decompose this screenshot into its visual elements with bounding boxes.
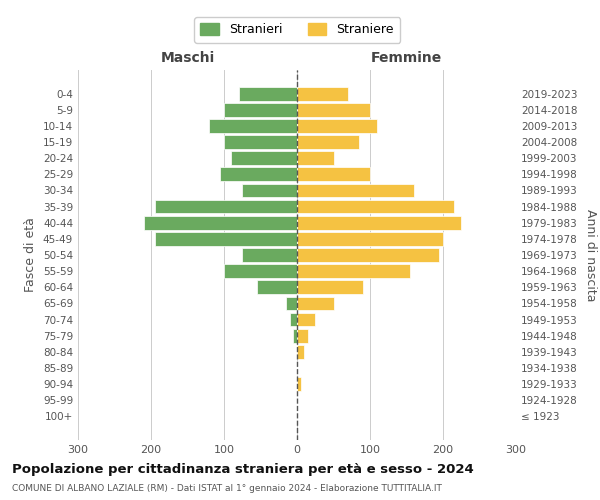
Bar: [155, 200, 297, 213]
Bar: [239, 87, 297, 101]
Bar: [220, 168, 297, 181]
Bar: [297, 152, 334, 165]
Bar: [290, 312, 297, 326]
Bar: [297, 232, 443, 245]
Bar: [297, 329, 308, 342]
Bar: [297, 264, 410, 278]
Bar: [297, 184, 414, 198]
Bar: [224, 135, 297, 149]
Bar: [242, 184, 297, 198]
Bar: [297, 280, 362, 294]
Bar: [155, 232, 297, 245]
Bar: [297, 312, 315, 326]
Bar: [297, 168, 370, 181]
Bar: [297, 103, 370, 117]
Bar: [257, 280, 297, 294]
Bar: [297, 135, 359, 149]
Bar: [242, 248, 297, 262]
Bar: [209, 119, 297, 133]
Bar: [297, 377, 301, 391]
Bar: [144, 216, 297, 230]
Bar: [297, 248, 439, 262]
Bar: [232, 152, 297, 165]
Bar: [224, 103, 297, 117]
Bar: [297, 87, 348, 101]
Bar: [297, 345, 304, 358]
Text: COMUNE DI ALBANO LAZIALE (RM) - Dati ISTAT al 1° gennaio 2024 - Elaborazione TUT: COMUNE DI ALBANO LAZIALE (RM) - Dati IST…: [12, 484, 442, 493]
Bar: [224, 264, 297, 278]
Bar: [297, 119, 377, 133]
Bar: [293, 329, 297, 342]
Y-axis label: Fasce di età: Fasce di età: [25, 218, 37, 292]
Bar: [297, 296, 334, 310]
Legend: Stranieri, Straniere: Stranieri, Straniere: [194, 17, 400, 42]
Bar: [297, 200, 454, 213]
Text: Popolazione per cittadinanza straniera per età e sesso - 2024: Popolazione per cittadinanza straniera p…: [12, 462, 474, 475]
Y-axis label: Anni di nascita: Anni di nascita: [584, 209, 597, 301]
Bar: [297, 216, 461, 230]
Bar: [286, 296, 297, 310]
